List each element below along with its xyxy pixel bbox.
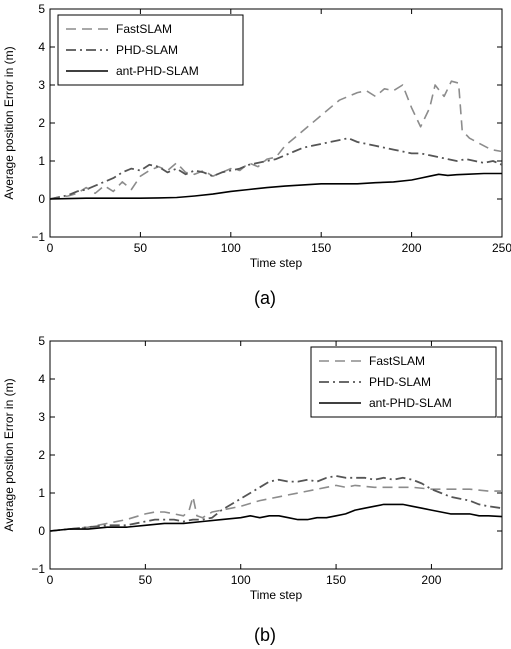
y-tick-label: 4 [38,40,45,54]
legend-label: FastSLAM [369,354,425,368]
legend-label: ant-PHD-SLAM [369,396,452,410]
y-tick-label: 5 [38,2,45,16]
x-axis-label: Time step [250,256,303,270]
y-tick-label: 1 [38,154,45,168]
x-tick-label: 250 [492,241,511,255]
x-tick-label: 50 [139,573,153,587]
x-axis-label: Time step [250,588,303,602]
y-tick-label: 5 [38,334,45,348]
x-tick-label: 150 [326,573,346,587]
series-line-fastslam [50,484,502,532]
x-tick-label: 200 [402,241,422,255]
series-line-phd-slam [50,137,502,200]
series-line-ant-phd-slam [50,503,502,532]
series-line-ant-phd-slam [50,172,502,200]
y-tick-label: 4 [38,372,45,386]
legend: FastSLAM PHD-SLAM ant-PHD-SLAM [310,346,497,418]
y-tick-label: 3 [38,410,45,424]
x-tick-label: 0 [47,241,54,255]
x-tick-label: 50 [134,241,148,255]
x-tick-label: 100 [231,573,251,587]
caption-b: (b) [254,625,276,645]
y-tick-label: 0 [38,192,45,206]
x-tick-label: 150 [311,241,331,255]
series-lines [50,475,502,532]
y-tick-label: −1 [31,562,45,576]
y-tick-label: 2 [38,116,45,130]
y-tick-label: 3 [38,78,45,92]
x-tick-label: 100 [221,241,241,255]
x-tick-label: 0 [47,573,54,587]
series-line-phd-slam [50,475,502,532]
series-line-fastslam [50,80,502,200]
legend: FastSLAM PHD-SLAM ant-PHD-SLAM [57,14,244,86]
y-tick-label: 1 [38,486,45,500]
caption-a: (a) [254,288,276,308]
y-tick-label: 0 [38,524,45,538]
y-axis-label: Average position Error in (m) [2,46,16,199]
legend-label: FastSLAM [116,22,172,36]
series-lines [50,80,502,200]
y-axis-label: Average position Error in (m) [2,378,16,531]
legend-label: PHD-SLAM [116,43,178,57]
legend-label: ant-PHD-SLAM [116,64,199,78]
y-tick-label: 2 [38,448,45,462]
legend-label: PHD-SLAM [369,375,431,389]
x-tick-label: 200 [421,573,441,587]
y-tick-label: −1 [31,230,45,244]
